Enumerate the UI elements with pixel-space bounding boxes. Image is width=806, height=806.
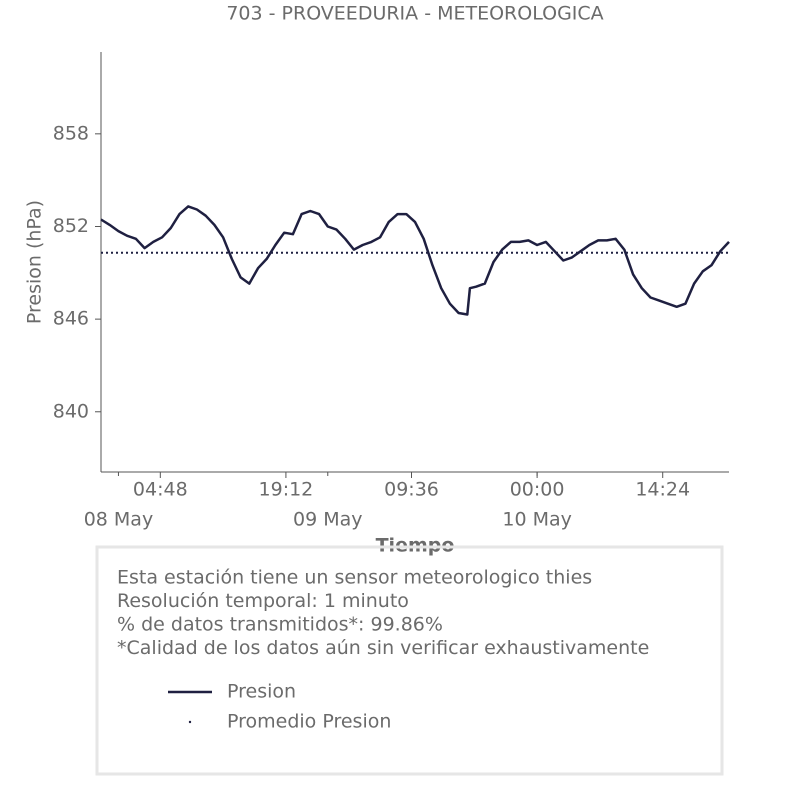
x-minor-tick-label: 08 May [84, 509, 154, 531]
x-tick-label: 09:36 [384, 479, 439, 501]
x-tick-label: 00:00 [510, 479, 565, 501]
y-tick-label: 852 [53, 215, 89, 237]
x-tick-label: 19:12 [259, 479, 314, 501]
x-minor-tick-label: 10 May [502, 509, 572, 531]
legend-dot [188, 720, 192, 724]
x-minor-tick-label: 09 May [293, 509, 363, 531]
info-text: % de datos transmitidos*: 99.86% [117, 614, 443, 636]
y-axis-label: Presion (hPa) [24, 200, 46, 324]
info-text: Resolución temporal: 1 minuto [117, 590, 409, 612]
info-text: Esta estación tiene un sensor meteorolog… [117, 567, 592, 589]
x-tick-label: 04:48 [133, 479, 188, 501]
x-tick-label: 14:24 [635, 479, 690, 501]
info-box [95, 545, 724, 776]
legend-label: Promedio Presion [227, 711, 391, 733]
info-text: *Calidad de los datos aún sin verificar … [117, 637, 649, 659]
line-series [100, 205, 730, 316]
y-tick-label: 840 [53, 400, 89, 422]
y-tick-label: 858 [53, 122, 89, 144]
chart-title: 703 - PROVEEDURIA - METEOROLOGICA [226, 3, 603, 25]
legend-label: Presion [227, 681, 296, 703]
y-tick-label: 846 [53, 308, 89, 330]
